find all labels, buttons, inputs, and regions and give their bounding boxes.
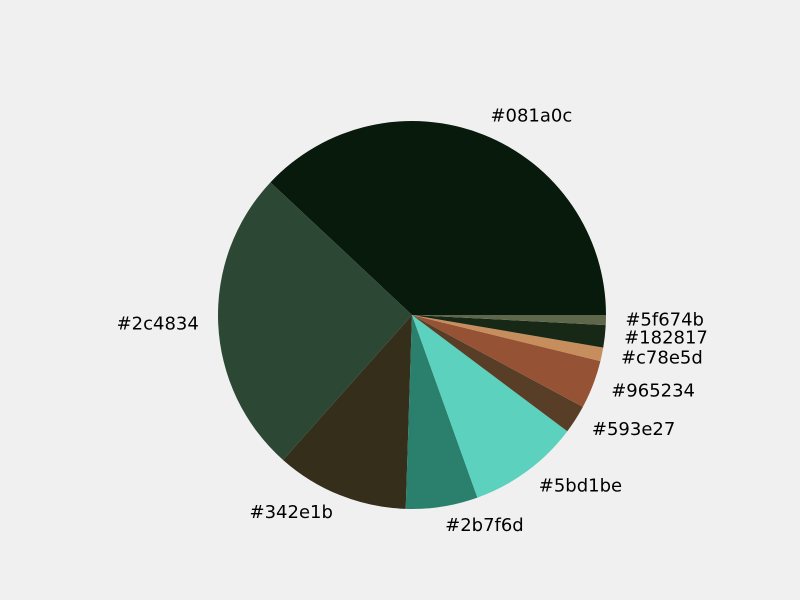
slice-label: #5bd1be bbox=[539, 476, 622, 497]
slice-label: #593e27 bbox=[592, 419, 675, 440]
slice-label: #965234 bbox=[611, 381, 695, 402]
slice-label: #5f674b bbox=[625, 310, 704, 331]
pie-slice bbox=[283, 315, 412, 509]
pie-slice bbox=[217, 182, 412, 460]
slice-label: #2b7f6d bbox=[445, 515, 524, 536]
slice-layer bbox=[217, 120, 606, 510]
slice-label: #c78e5d bbox=[621, 347, 703, 368]
pie-slice bbox=[412, 315, 604, 362]
pie-slice bbox=[412, 315, 601, 407]
pie-slice bbox=[270, 120, 606, 315]
pie-slice bbox=[405, 315, 478, 510]
slice-label: #2c4834 bbox=[117, 314, 199, 335]
pie-slice bbox=[412, 315, 568, 498]
slice-label: #342e1b bbox=[250, 502, 333, 523]
slice-label: #182817 bbox=[624, 328, 708, 349]
label-layer: #081a0c #2c4834 #342e1b #2b7f6d #5bd1be #593e… bbox=[117, 106, 708, 536]
pie-slice bbox=[412, 315, 583, 432]
slice-label: #081a0c bbox=[490, 106, 572, 127]
pie-slice bbox=[412, 315, 606, 348]
pie-slice bbox=[412, 315, 606, 326]
